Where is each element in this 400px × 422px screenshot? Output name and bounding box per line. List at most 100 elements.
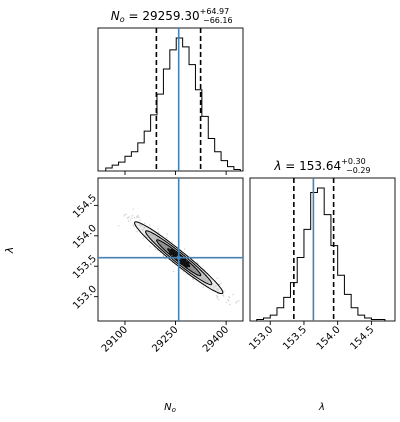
- y-tick-label: 153.5: [71, 253, 99, 281]
- scatter-point: [157, 228, 159, 230]
- hist-N0-bin: [227, 167, 233, 171]
- scatter-point: [157, 231, 160, 233]
- hist-lambda-bin: [297, 257, 304, 321]
- scatter-point: [196, 261, 198, 264]
- scatter-point: [127, 217, 129, 219]
- scatter-point: [162, 254, 164, 257]
- scatter-point: [154, 248, 156, 251]
- title-N0-center: 29259.30: [142, 9, 199, 23]
- hist-N0-bin: [144, 131, 150, 171]
- hist-N0-bin: [170, 50, 176, 171]
- scatter-point: [218, 283, 220, 285]
- panel-frame-lambda-hist: [249, 177, 396, 322]
- scatter-point: [202, 286, 204, 288]
- title-lambda: λ = 153.64+0.30: [273, 157, 365, 173]
- scatter-point: [182, 271, 184, 273]
- title-lambda-symbol: λ: [273, 159, 281, 173]
- scatter-point: [192, 278, 194, 281]
- scatter-point: [162, 255, 165, 258]
- x-tick-label: 29400: [201, 324, 231, 354]
- scatter-point: [216, 295, 219, 298]
- hist-lambda-bin: [358, 315, 365, 321]
- hist-lambda-bin: [324, 215, 331, 321]
- title-N0-minus: −66.16: [203, 16, 233, 25]
- truth-marker: [176, 255, 181, 260]
- y-tick-label: 153.0: [71, 284, 99, 312]
- scatter-point: [238, 300, 240, 302]
- scatter-point: [136, 216, 138, 219]
- scatter-point: [124, 214, 126, 216]
- x-tick-label-lambda: 154.5: [348, 324, 376, 352]
- scatter-point: [129, 219, 132, 221]
- scatter-point: [225, 301, 228, 304]
- y-tick-label: 154.5: [71, 192, 99, 220]
- y-tick-label: 154.0: [71, 223, 99, 251]
- scatter-point: [222, 295, 225, 297]
- hist-N0-bin: [125, 156, 131, 171]
- hist-N0-bin: [189, 65, 195, 171]
- title-lambda-plus: +0.30: [341, 157, 366, 166]
- scatter-point: [216, 297, 218, 299]
- hist-N0-bin: [202, 116, 208, 171]
- scatter-point: [216, 295, 218, 297]
- hist-lambda-bin: [284, 297, 291, 321]
- scatter-point: [149, 245, 151, 248]
- scatter-point: [218, 298, 220, 301]
- scatter-point: [192, 277, 194, 280]
- scatter-point: [136, 216, 138, 218]
- scatter-point: [227, 299, 229, 301]
- scatter-point: [186, 273, 188, 275]
- title-lambda-minus: −0.29: [346, 166, 371, 175]
- joint-scatter: [98, 178, 243, 321]
- scatter-point: [171, 241, 173, 243]
- scatter-point: [144, 222, 146, 224]
- hist-lambda-bin: [270, 315, 277, 321]
- scatter-point: [232, 294, 234, 296]
- scatter-point: [133, 225, 135, 227]
- ylabel-joint: λ: [3, 247, 16, 255]
- scatter-point: [156, 249, 158, 251]
- scatter-point: [133, 217, 136, 219]
- hist-N0-bin: [163, 69, 169, 171]
- x-tick-label-lambda: 153.0: [247, 324, 275, 352]
- x-tick-label: 29100: [100, 324, 130, 354]
- scatter-point: [166, 233, 168, 235]
- hist-N0-bin: [138, 143, 144, 171]
- title-lambda-center: 153.64: [299, 159, 341, 173]
- scatter-point: [142, 237, 144, 239]
- tick-layer: 29100 29250 29400154.5154.0153.5153.0153.0…: [71, 171, 377, 355]
- scatter-point: [126, 217, 129, 219]
- density-core-dot: [179, 258, 187, 265]
- scatter-point: [183, 248, 186, 250]
- scatter-point: [236, 300, 238, 303]
- hist-lambda-bin: [304, 229, 311, 321]
- hist-N0-bin: [112, 165, 118, 171]
- scatter-point: [125, 213, 127, 215]
- x-tick-label-lambda: 154.0: [315, 324, 343, 352]
- hist-lambda-bin: [344, 294, 351, 321]
- hist-lambda-bin: [277, 308, 284, 321]
- scatter-point: [128, 216, 130, 218]
- hist-lambda-step-line: [256, 187, 386, 321]
- scatter-point: [131, 217, 133, 219]
- scatter-point: [139, 219, 141, 221]
- scatter-point: [223, 290, 225, 292]
- hist-lambda-bin: [338, 275, 345, 321]
- scatter-point: [235, 302, 237, 304]
- hist-N0-bin: [119, 162, 125, 171]
- scatter-point: [138, 216, 140, 218]
- scatter-point: [222, 294, 224, 296]
- scatter-point: [229, 303, 231, 306]
- scatter-point: [118, 225, 120, 227]
- hist-N0-bin: [131, 152, 137, 171]
- hist-lambda-bin: [351, 308, 358, 321]
- hist-N0-step-line: [105, 37, 241, 171]
- scatter-point: [132, 208, 134, 210]
- scatter-point: [127, 220, 130, 222]
- hist-N0-bin: [221, 161, 227, 171]
- histogram-N0: [105, 28, 241, 171]
- scatter-point: [228, 296, 231, 299]
- title-N0-plus: +64.97: [200, 7, 230, 16]
- panel-frame-N0-hist: [97, 27, 244, 172]
